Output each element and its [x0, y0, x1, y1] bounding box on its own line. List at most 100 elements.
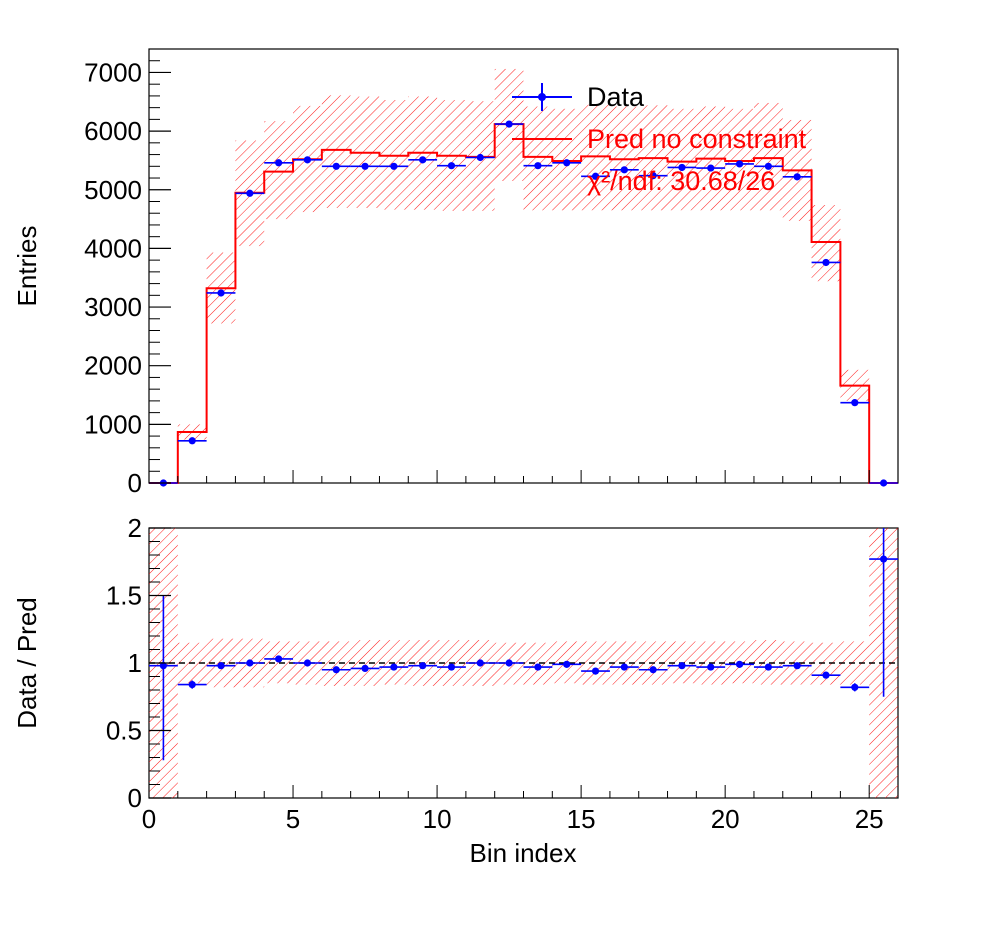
ratio-point-marker	[476, 659, 484, 667]
top-y-axis: 0 1000 2000 3000 4000 5000 6000 7000	[84, 48, 171, 498]
data-point-marker	[649, 172, 657, 180]
bottom-y-axis: 0 0.5 1 1.5 2	[106, 513, 171, 813]
ratio-point	[408, 662, 438, 670]
data-point	[321, 162, 351, 170]
pred-step-line	[149, 123, 898, 484]
top-band-bin	[581, 104, 610, 211]
bottom-panel: 0 0.5 1 1.5 2 0 5 10 15 20 25 Data / Pred Bin ind…	[12, 513, 899, 868]
top-band-bin	[753, 102, 783, 211]
ratio-point-marker	[159, 662, 168, 670]
top-y-tick-label: 5000	[84, 175, 142, 205]
ratio-point-marker	[332, 666, 340, 674]
legend-entry-pred: Pred no constraint	[512, 124, 807, 154]
data-point-marker	[822, 258, 830, 267]
ratio-point	[811, 671, 841, 679]
ratio-point-marker	[822, 671, 830, 679]
ratio-band-bin	[321, 641, 351, 686]
bottom-x-tick-label: 20	[711, 804, 740, 834]
ratio-point	[869, 528, 898, 697]
data-point-marker	[534, 162, 542, 170]
data-point	[408, 156, 438, 164]
top-x-axis-ticks	[148, 470, 899, 483]
ratio-point-marker	[361, 664, 369, 673]
data-point-marker	[620, 166, 628, 174]
data-point	[753, 162, 783, 170]
ratio-point-marker	[678, 662, 686, 670]
legend-entry-data: Data	[512, 82, 645, 112]
data-point	[177, 437, 207, 445]
data-point-marker	[851, 399, 859, 407]
data-point	[235, 189, 265, 197]
data-point-marker	[332, 162, 340, 170]
ratio-point	[840, 683, 870, 692]
ratio-point	[725, 660, 754, 668]
ratio-point-marker	[275, 655, 283, 663]
ratio-point	[293, 659, 322, 667]
ratio-point	[379, 663, 409, 671]
ratio-point-marker	[707, 663, 715, 671]
top-y-tick-label: 2000	[84, 351, 142, 381]
ratio-point	[350, 664, 380, 673]
data-point-marker	[476, 153, 484, 162]
ratio-point	[667, 662, 697, 670]
bottom-y-tick-label: 0.5	[106, 716, 142, 746]
top-y-tick-label: 0	[128, 468, 142, 498]
data-point-marker	[246, 189, 254, 197]
top-y-tick-label: 6000	[84, 116, 142, 146]
bottom-y-tick-label: 2	[128, 513, 142, 543]
ratio-point-marker	[246, 659, 254, 667]
ratio-point-marker	[563, 660, 571, 668]
top-y-tick-label: 7000	[84, 57, 142, 87]
data-point	[264, 159, 294, 167]
ratio-point-marker	[764, 663, 772, 671]
data-point	[437, 162, 466, 170]
ratio-point	[696, 663, 726, 671]
ratio-point-marker	[620, 663, 628, 671]
ratio-point	[321, 666, 351, 674]
ratio-band-bin	[753, 640, 783, 685]
data-point	[638, 172, 668, 180]
top-y-tick-label: 3000	[84, 292, 142, 322]
data-point	[869, 479, 898, 487]
top-panel: 0 1000 2000 3000 4000 5000 6000 7000 Entries Da…	[12, 48, 899, 498]
data-point-marker	[188, 437, 196, 445]
data-point-marker	[563, 159, 571, 167]
ratio-point-marker	[735, 660, 744, 668]
top-band-bin	[264, 121, 294, 220]
data-point-marker	[390, 162, 398, 170]
ratio-point-marker	[591, 667, 600, 675]
ratio-point-marker	[447, 663, 456, 671]
data-point	[840, 399, 870, 407]
ratio-point	[609, 663, 639, 671]
data-point	[206, 289, 236, 297]
data-point	[379, 162, 409, 170]
bottom-x-tick-label: 10	[423, 804, 452, 834]
ratio-band-bin	[581, 641, 610, 685]
data-point-marker	[361, 162, 369, 170]
ratio-point-marker	[534, 663, 542, 671]
bottom-x-axis: 0 5 10 15 20 25	[142, 785, 899, 834]
top-band-bin	[523, 106, 553, 211]
ratio-point-marker	[390, 663, 398, 671]
ratio-point	[782, 662, 812, 670]
top-band-bin	[725, 108, 754, 211]
ratio-point	[465, 659, 495, 667]
ratio-point-marker	[851, 683, 859, 691]
data-point	[465, 153, 495, 162]
legend-chi2-label: χ²/ndf: 30.68/26	[587, 166, 775, 196]
ratio-point	[235, 659, 265, 667]
data-point-marker	[793, 173, 801, 181]
ratio-point-marker	[649, 666, 657, 674]
legend-data-marker-point	[538, 93, 546, 101]
legend-data-label: Data	[587, 82, 645, 112]
top-y-axis-label: Entries	[12, 226, 42, 307]
data-point-marker	[735, 160, 744, 168]
data-point	[667, 163, 697, 172]
data-point-marker	[707, 164, 715, 172]
ratio-point	[206, 662, 236, 670]
data-point-marker	[678, 163, 686, 172]
ratio-point-marker	[793, 662, 801, 670]
data-point	[552, 159, 582, 167]
data-point-marker	[217, 289, 225, 297]
